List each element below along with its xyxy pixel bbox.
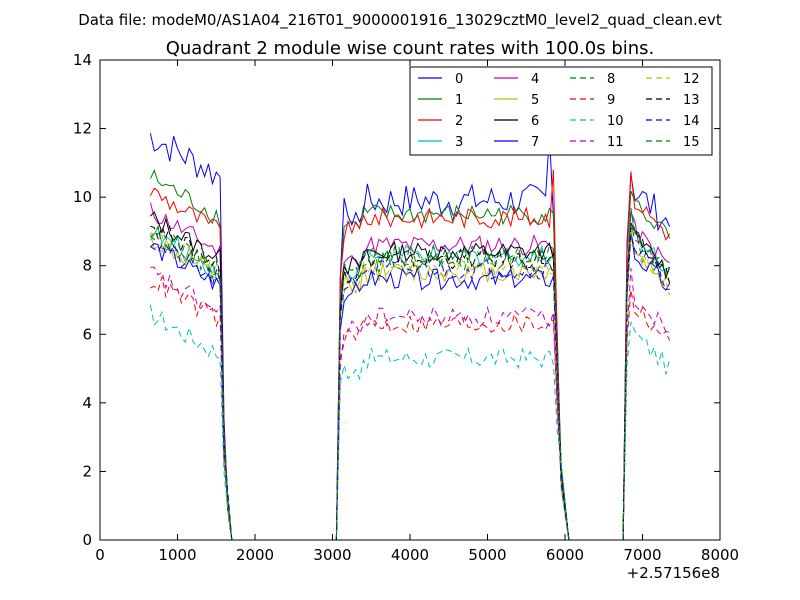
legend-label-7: 7 <box>531 135 539 150</box>
legend-label-1: 1 <box>455 93 463 108</box>
legend-label-6: 6 <box>531 114 539 129</box>
legend-label-13: 13 <box>683 93 700 108</box>
series-line-2 <box>149 169 671 540</box>
y-tick-label: 2 <box>82 462 92 480</box>
x-tick-label: 2000 <box>236 546 274 564</box>
x-tick-label: 0 <box>95 546 105 564</box>
legend-frame <box>409 66 713 156</box>
y-tick-label: 0 <box>82 531 92 549</box>
x-tick-label: 7000 <box>623 546 661 564</box>
series-line-9 <box>150 276 670 540</box>
x-tick-label: 8000 <box>701 546 739 564</box>
legend-label-0: 0 <box>455 72 463 87</box>
legend-label-2: 2 <box>455 114 463 129</box>
series-group <box>149 133 671 540</box>
x-tick-label: 1000 <box>158 546 196 564</box>
figure-suptitle: Data file: modeM0/AS1A04_216T01_90000019… <box>78 11 722 30</box>
y-tick-label: 6 <box>82 325 92 343</box>
series-line-13 <box>150 222 671 540</box>
series-line-15 <box>150 207 670 540</box>
legend-label-11: 11 <box>607 135 624 150</box>
y-tick-label: 14 <box>73 51 92 69</box>
y-tick-label: 12 <box>73 120 92 138</box>
legend-label-5: 5 <box>531 93 539 108</box>
y-tick-label: 10 <box>73 188 92 206</box>
legend-label-8: 8 <box>607 72 615 87</box>
legend-label-4: 4 <box>531 72 539 87</box>
x-tick-label: 3000 <box>313 546 351 564</box>
legend-label-12: 12 <box>683 72 700 87</box>
legend-label-9: 9 <box>607 93 615 108</box>
x-tick-label: 4000 <box>391 546 429 564</box>
series-line-14 <box>150 233 670 540</box>
y-tick-label: 4 <box>82 394 92 412</box>
x-axis: 0 1000 2000 3000 4000 5000 6000 7000 8000 <box>95 60 739 564</box>
legend-label-10: 10 <box>607 114 624 129</box>
legend-label-3: 3 <box>455 135 463 150</box>
x-tick-label: 5000 <box>468 546 506 564</box>
legend-label-15: 15 <box>683 135 700 150</box>
legend-label-14: 14 <box>683 114 700 129</box>
y-tick-label: 8 <box>82 257 92 275</box>
x-offset-label: +2.57156e8 <box>627 564 720 582</box>
x-tick-label: 6000 <box>546 546 584 564</box>
chart-title: Quadrant 2 module wise count rates with … <box>166 38 655 59</box>
series-line-1 <box>149 169 671 540</box>
